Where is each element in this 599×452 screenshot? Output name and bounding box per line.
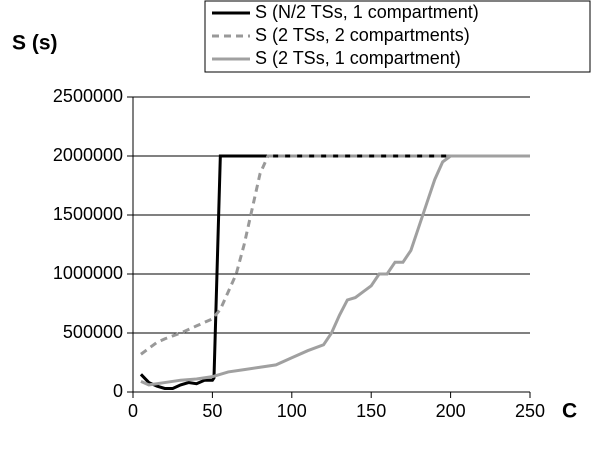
legend-label: S (2 TSs, 1 compartment) [255, 48, 461, 68]
y-tick-label: 2500000 [53, 86, 123, 106]
y-tick-label: 2000000 [53, 145, 123, 165]
legend-label: S (N/2 TSs, 1 compartment) [255, 2, 479, 22]
series-line [139, 154, 530, 390]
y-axis-label: S (s) [12, 32, 58, 55]
x-tick-label: 200 [436, 401, 466, 421]
y-tick-label: 500000 [63, 322, 123, 342]
x-tick-label: 100 [277, 401, 307, 421]
x-axis-label: C [562, 400, 577, 423]
series-line [140, 154, 530, 356]
y-tick-label: 0 [113, 381, 123, 401]
x-tick-label: 150 [356, 401, 386, 421]
x-tick-label: 250 [515, 401, 545, 421]
y-tick-label: 1000000 [53, 263, 123, 283]
x-tick-label: 0 [128, 401, 138, 421]
legend-box [204, 0, 591, 73]
legend-label: S (2 TSs, 2 compartments) [255, 25, 470, 45]
series-line [140, 154, 530, 387]
y-tick-label: 1500000 [53, 204, 123, 224]
x-tick-label: 50 [202, 401, 222, 421]
